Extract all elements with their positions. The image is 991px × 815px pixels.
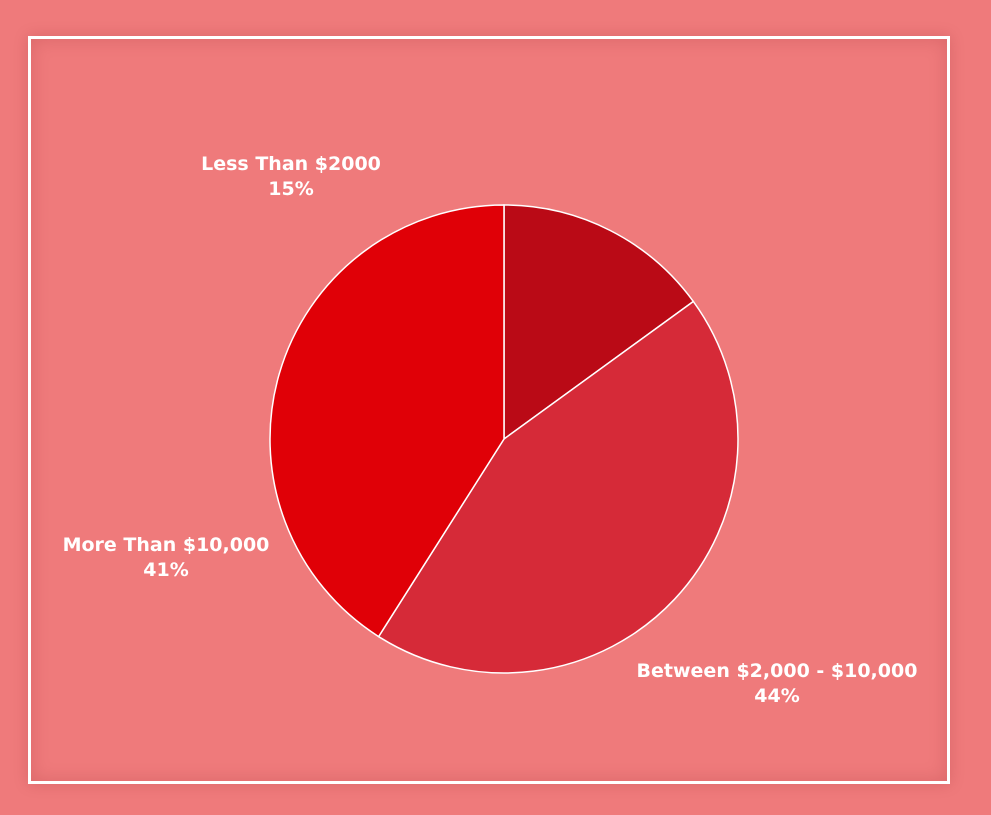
pie-slice [269,204,505,638]
pie-slices [269,204,739,674]
slice-value-label: 15% [268,178,313,200]
pie-slice [503,204,695,441]
pie-labels: Less Than $2000 15% Between $2,000 - $10,0… [63,153,918,707]
slice-label: More Than $10,000 [63,534,270,556]
slice-label: Less Than $2000 [201,153,381,175]
slice-value-label: 44% [754,685,799,707]
chart-frame [28,36,950,784]
pie-slice [377,300,739,674]
slice-label: Between $2,000 - $10,000 [637,660,918,682]
slice-value-label: 41% [143,559,188,581]
